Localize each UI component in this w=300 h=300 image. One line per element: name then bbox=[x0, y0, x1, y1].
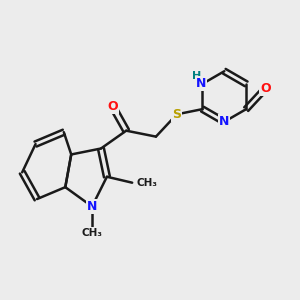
Text: S: S bbox=[172, 108, 181, 121]
Text: CH₃: CH₃ bbox=[82, 228, 103, 238]
Text: N: N bbox=[196, 77, 206, 90]
Text: O: O bbox=[107, 100, 118, 113]
Text: O: O bbox=[260, 82, 271, 95]
Text: N: N bbox=[219, 115, 230, 128]
Text: N: N bbox=[87, 200, 97, 213]
Text: H: H bbox=[193, 71, 202, 81]
Text: CH₃: CH₃ bbox=[136, 178, 158, 188]
